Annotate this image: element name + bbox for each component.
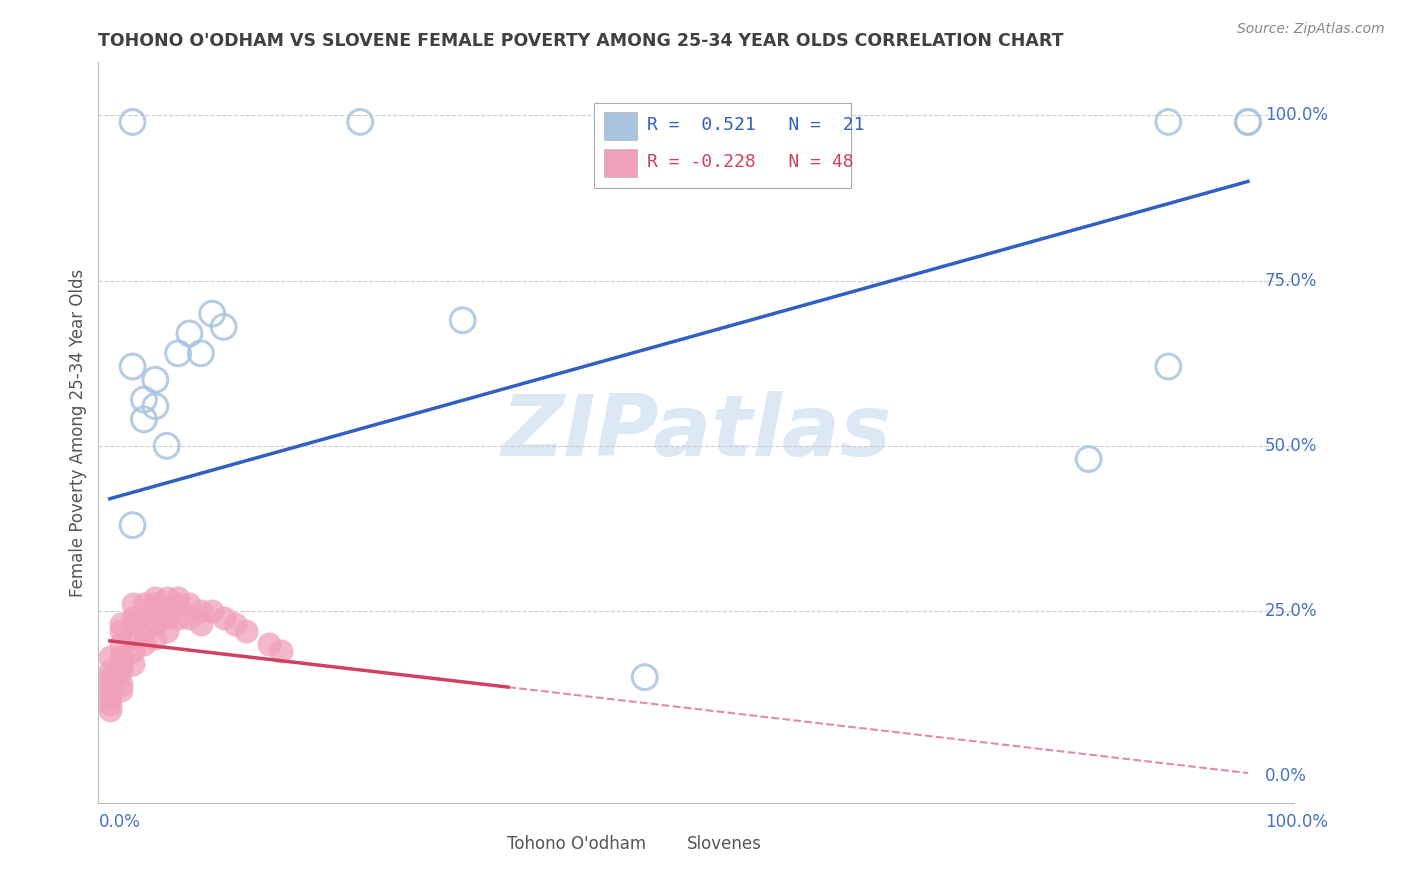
Point	[98, 677, 121, 691]
Point	[121, 359, 143, 374]
Text: ZIPatlas: ZIPatlas	[501, 391, 891, 475]
Point	[143, 591, 166, 605]
Point	[121, 631, 143, 645]
Point	[110, 617, 132, 632]
Point	[132, 392, 155, 407]
FancyBboxPatch shape	[605, 149, 637, 178]
Point	[143, 631, 166, 645]
Point	[121, 115, 143, 129]
Point	[156, 604, 179, 618]
Point	[190, 617, 212, 632]
Point	[1157, 115, 1180, 129]
Text: TOHONO O'ODHAM VS SLOVENE FEMALE POVERTY AMONG 25-34 YEAR OLDS CORRELATION CHART: TOHONO O'ODHAM VS SLOVENE FEMALE POVERTY…	[98, 32, 1064, 50]
Text: 50.0%: 50.0%	[1265, 437, 1317, 455]
Point	[270, 644, 292, 658]
Text: Slovenes: Slovenes	[686, 835, 761, 853]
Point	[132, 611, 155, 625]
Point	[179, 611, 201, 625]
Point	[1237, 115, 1260, 129]
Point	[132, 637, 155, 651]
Point	[132, 598, 155, 612]
Text: 75.0%: 75.0%	[1265, 271, 1317, 290]
Point	[167, 611, 190, 625]
Point	[132, 412, 155, 426]
FancyBboxPatch shape	[605, 112, 637, 140]
Point	[110, 677, 132, 691]
Text: 0.0%: 0.0%	[1265, 767, 1308, 785]
Point	[98, 690, 121, 704]
Text: 100.0%: 100.0%	[1265, 106, 1329, 124]
Point	[1157, 359, 1180, 374]
Point	[121, 598, 143, 612]
Point	[190, 346, 212, 360]
Point	[167, 591, 190, 605]
Point	[235, 624, 257, 638]
Point	[167, 346, 190, 360]
Point	[110, 664, 132, 678]
Point	[121, 611, 143, 625]
Point	[1237, 115, 1260, 129]
Text: Tohono O'odham: Tohono O'odham	[508, 835, 647, 853]
Point	[110, 637, 132, 651]
Point	[257, 637, 280, 651]
Text: R =  0.521   N =  21: R = 0.521 N = 21	[647, 116, 865, 135]
Point	[143, 373, 166, 387]
Point	[98, 697, 121, 711]
Text: 0.0%: 0.0%	[98, 813, 141, 830]
Text: 100.0%: 100.0%	[1265, 813, 1329, 830]
Point	[634, 670, 657, 684]
Point	[121, 657, 143, 671]
Point	[132, 624, 155, 638]
Point	[190, 604, 212, 618]
Point	[156, 439, 179, 453]
Point	[349, 115, 371, 129]
Point	[179, 598, 201, 612]
Point	[110, 650, 132, 665]
Text: R = -0.228   N = 48: R = -0.228 N = 48	[647, 153, 853, 171]
Text: Source: ZipAtlas.com: Source: ZipAtlas.com	[1237, 22, 1385, 37]
Point	[110, 657, 132, 671]
Point	[156, 624, 179, 638]
Point	[201, 604, 224, 618]
Point	[212, 611, 235, 625]
FancyBboxPatch shape	[654, 832, 681, 855]
Point	[143, 399, 166, 413]
Point	[98, 670, 121, 684]
Point	[212, 319, 235, 334]
Point	[143, 611, 166, 625]
Point	[110, 624, 132, 638]
Point	[1077, 452, 1099, 467]
Point	[224, 617, 246, 632]
Point	[179, 326, 201, 341]
Point	[143, 598, 166, 612]
Point	[167, 598, 190, 612]
Point	[156, 611, 179, 625]
Point	[121, 617, 143, 632]
Point	[98, 683, 121, 698]
Point	[98, 664, 121, 678]
Point	[98, 650, 121, 665]
Y-axis label: Female Poverty Among 25-34 Year Olds: Female Poverty Among 25-34 Year Olds	[69, 268, 87, 597]
Point	[121, 518, 143, 533]
Text: 25.0%: 25.0%	[1265, 602, 1317, 620]
Point	[143, 617, 166, 632]
Point	[98, 703, 121, 717]
FancyBboxPatch shape	[475, 832, 501, 855]
Point	[451, 313, 474, 327]
Point	[201, 307, 224, 321]
Point	[110, 683, 132, 698]
Point	[156, 591, 179, 605]
Point	[121, 644, 143, 658]
FancyBboxPatch shape	[595, 103, 852, 188]
